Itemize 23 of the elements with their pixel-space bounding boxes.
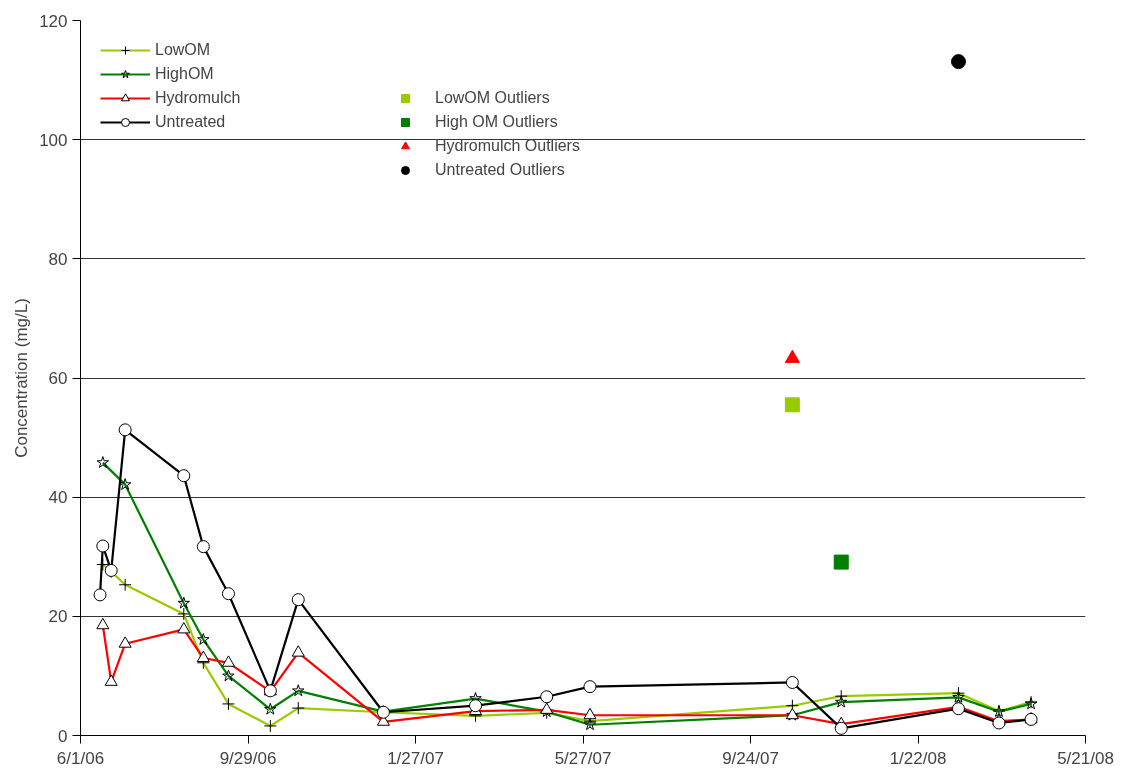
legend-label: Untreated Outliers [435, 161, 565, 179]
x-tick-label: 9/29/06 [219, 748, 277, 768]
x-tick-label: 5/27/07 [554, 748, 612, 768]
x-tick-label: 1/22/08 [889, 748, 947, 768]
x-tick-label: 6/1/06 [56, 748, 105, 768]
y-tick-label: 80 [48, 249, 68, 269]
y-tick-label: 40 [48, 488, 68, 508]
legend-label: HighOM [155, 65, 214, 83]
y-tick-label: 100 [39, 130, 68, 150]
y-tick-label: 120 [39, 11, 68, 31]
x-tick-label: 9/24/07 [722, 748, 779, 768]
legend-label: Hydromulch Outliers [435, 137, 580, 155]
legend-label: LowOM Outliers [435, 89, 550, 107]
legend-label: Untreated [155, 113, 226, 131]
legend-label: High OM Outliers [435, 113, 558, 131]
x-tick-label: 1/27/07 [387, 748, 444, 768]
y-tick-label: 20 [48, 607, 68, 627]
y-tick-label: 60 [48, 369, 68, 388]
legend-label: Hydromulch [155, 89, 241, 107]
y-axis-title: Concentration (mg/L) [12, 298, 32, 458]
y-tick-label: 0 [58, 726, 68, 746]
x-tick-label: 5/21/08 [1057, 748, 1114, 768]
legend-label: LowOM [155, 41, 211, 59]
